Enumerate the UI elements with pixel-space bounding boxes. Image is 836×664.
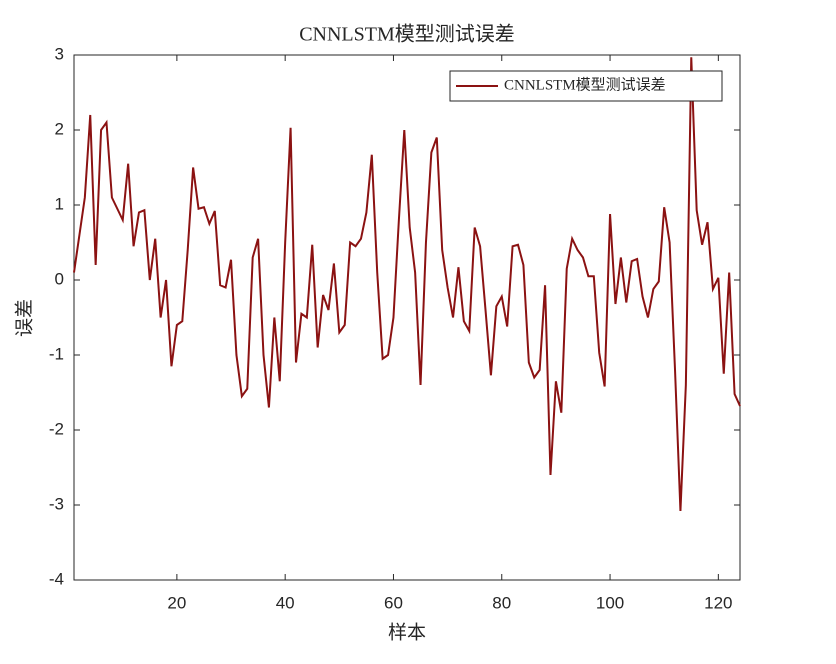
y-axis-label: 误差 <box>13 299 35 337</box>
y-tick-label: -1 <box>49 344 64 363</box>
y-tick-label: 2 <box>55 119 64 138</box>
y-tick-label: 3 <box>55 44 64 63</box>
x-tick-label: 40 <box>276 593 295 612</box>
plot-area <box>73 54 741 581</box>
x-axis-label: 样本 <box>388 621 426 643</box>
y-tick-label: 0 <box>55 269 64 288</box>
y-tick-label: -4 <box>49 569 64 588</box>
legend-label: CNNLSTM模型测试误差 <box>504 76 666 93</box>
y-tick-label: -2 <box>49 419 64 438</box>
x-tick-label: 100 <box>596 593 624 612</box>
y-tick-label: -3 <box>49 494 64 513</box>
chart-title: CNNLSTM模型测试误差 <box>299 23 515 46</box>
x-tick-label: 120 <box>704 593 732 612</box>
y-tick-label: 1 <box>55 194 64 213</box>
x-tick-label: 80 <box>492 593 511 612</box>
x-tick-label: 20 <box>167 593 186 612</box>
x-tick-label: 60 <box>384 593 403 612</box>
data-line <box>73 57 741 512</box>
